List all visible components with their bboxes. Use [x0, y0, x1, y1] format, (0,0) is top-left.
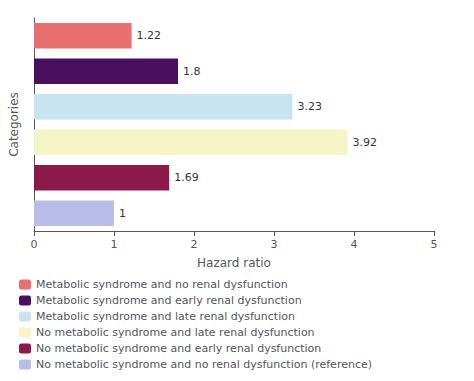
svg-text:3.92: 3.92: [353, 136, 378, 149]
svg-text:3: 3: [271, 238, 278, 251]
svg-text:No metabolic syndrome and no r: No metabolic syndrome and no renal dysfu…: [36, 358, 372, 371]
svg-text:3.23: 3.23: [297, 100, 322, 113]
svg-text:No metabolic syndrome and late: No metabolic syndrome and late renal dys…: [36, 326, 315, 339]
svg-text:1.69: 1.69: [174, 171, 199, 184]
svg-text:1: 1: [111, 238, 118, 251]
svg-text:1.8: 1.8: [183, 65, 201, 78]
svg-text:Categories: Categories: [7, 92, 21, 157]
svg-text:5: 5: [431, 238, 438, 251]
svg-text:Metabolic syndrome and early r: Metabolic syndrome and early renal dysfu…: [36, 294, 302, 307]
svg-text:Hazard ratio: Hazard ratio: [197, 256, 271, 270]
svg-text:No metabolic syndrome and earl: No metabolic syndrome and early renal dy…: [36, 342, 321, 355]
svg-text:Metabolic syndrome and late re: Metabolic syndrome and late renal dysfun…: [36, 310, 295, 323]
svg-text:4: 4: [351, 238, 358, 251]
svg-text:2: 2: [191, 238, 198, 251]
svg-text:0: 0: [31, 238, 38, 251]
svg-text:Metabolic syndrome and no rena: Metabolic syndrome and no renal dysfunct…: [36, 278, 288, 291]
svg-text:1: 1: [119, 207, 126, 220]
svg-text:1.22: 1.22: [137, 29, 162, 42]
